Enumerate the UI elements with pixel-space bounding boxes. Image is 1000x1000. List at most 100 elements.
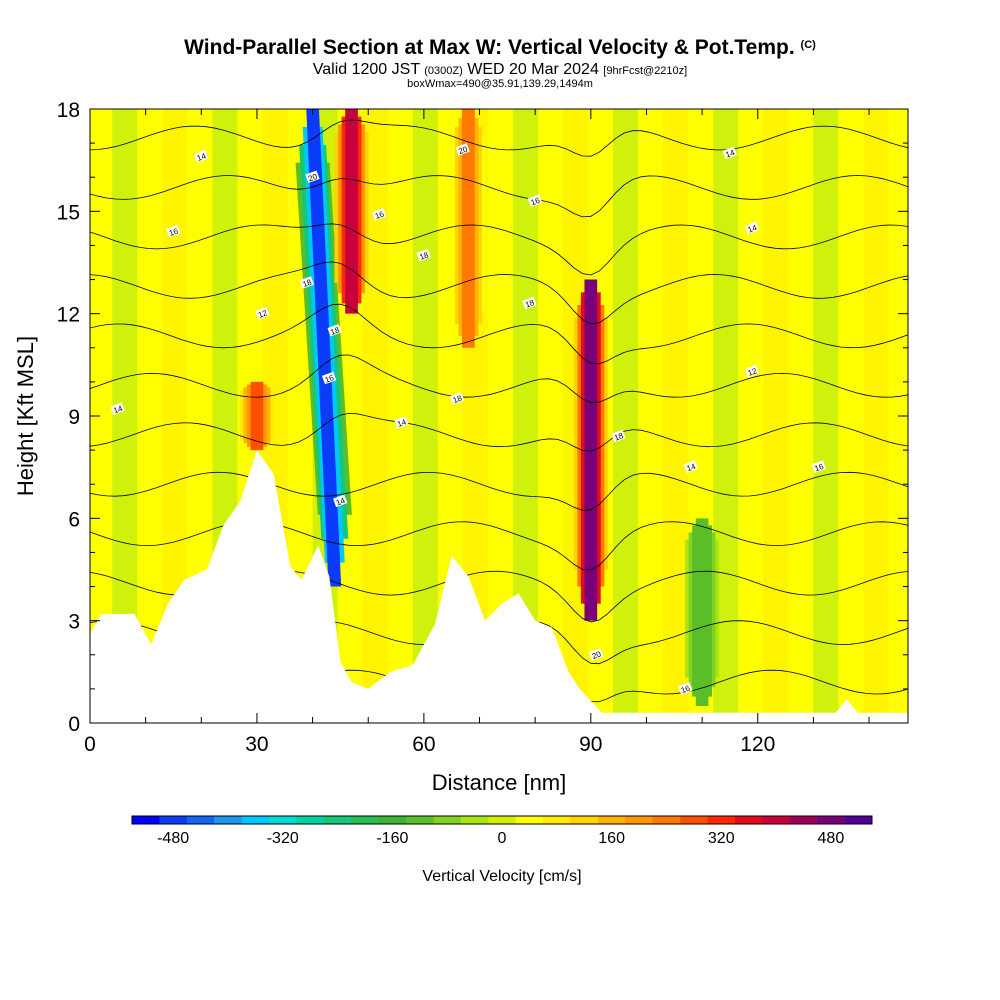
contour-label-bg xyxy=(678,682,693,695)
contour-label: 14 xyxy=(744,221,760,235)
axes: 0 30 60 90 120 0 3 6 9 12 15 18 Distance [nm] Height … xyxy=(13,99,909,795)
contour-label: 14 xyxy=(110,402,125,416)
chart-title-text: Wind-Parallel Section at Max W: Vertical… xyxy=(184,36,795,59)
subtitle-date: WED 20 Mar 2024 xyxy=(467,61,599,78)
field-band xyxy=(863,109,889,723)
contour-label-bg xyxy=(193,150,209,163)
contour-label-text: 14 xyxy=(112,404,124,416)
contour-label-text: 16 xyxy=(530,196,542,208)
contour-label-text: 20 xyxy=(457,144,469,156)
y-tick-label: 18 xyxy=(57,99,80,122)
contour-label-bg xyxy=(327,323,342,337)
contour-label: 12 xyxy=(744,364,760,378)
contour-label: 18 xyxy=(299,276,315,289)
contour-label-text: 14 xyxy=(196,151,208,163)
colorbar-cell xyxy=(597,816,626,824)
contour-label: 16 xyxy=(811,460,826,474)
field-band xyxy=(813,109,839,723)
theta-contour xyxy=(90,412,908,452)
contour-label-bg xyxy=(522,296,537,310)
contour-label: 16 xyxy=(678,682,693,695)
colorbar-cell xyxy=(214,816,242,824)
contour-label-bg xyxy=(589,648,604,661)
contour-label-text: 12 xyxy=(747,366,759,378)
colorbar-cell xyxy=(351,816,379,824)
contour-label-text: 14 xyxy=(747,223,759,235)
colorbar-tick-label: -480 xyxy=(157,830,189,847)
contour-label-bg xyxy=(683,460,698,473)
velocity-plume-2 xyxy=(345,109,358,314)
contour-label: 20 xyxy=(589,648,604,661)
terrain xyxy=(90,450,908,723)
velocity-plume-0 xyxy=(250,381,264,451)
contour-label: 20 xyxy=(455,143,470,156)
colorbar-cell xyxy=(460,816,489,824)
contour-label-text: 20 xyxy=(591,649,603,661)
contour-label-bg xyxy=(449,392,465,405)
colorbar-cell xyxy=(570,816,599,824)
contour-label: 16 xyxy=(321,371,337,385)
colorbar-tick-label: 480 xyxy=(818,830,845,847)
contour-label: 14 xyxy=(333,494,348,508)
contour-label-bg xyxy=(416,248,431,262)
colorbar-cell xyxy=(707,816,736,824)
contour-label: 14 xyxy=(722,146,737,160)
theta-contour xyxy=(90,175,908,218)
x-tick-label: 30 xyxy=(245,733,268,756)
field-band xyxy=(763,109,789,723)
contour-label: 18 xyxy=(611,429,626,443)
colorbar-cell xyxy=(159,816,188,824)
contour-label: 16 xyxy=(527,194,543,208)
colorbar-cell xyxy=(433,816,462,824)
x-tick-label: 120 xyxy=(740,733,775,756)
colorbar-tick-label: -160 xyxy=(376,830,408,847)
contour-label-bg xyxy=(255,306,270,320)
colorbar-tick-label: -320 xyxy=(267,830,299,847)
subtitle-forecast: [9hrFcst@2210z] xyxy=(603,65,688,77)
field-band xyxy=(663,109,689,723)
contour-label: 20 xyxy=(305,170,320,184)
contour-label-text: 18 xyxy=(329,325,341,337)
subtitle-utc-time: (0300Z) xyxy=(424,65,463,77)
colorbar-frame xyxy=(131,815,873,825)
contour-label-text: 16 xyxy=(813,462,825,474)
contour-label: 14 xyxy=(683,460,698,473)
colorbar-cell xyxy=(515,816,544,824)
colorbar: -480 -320 -160 0 160 320 480 Vertical Velocity … xyxy=(131,815,873,885)
chart-title: Wind-Parallel Section at Max W: Vertical… xyxy=(0,36,1000,60)
chart-subtitle-2: boxWmax=490@35.91,139.29,1494m xyxy=(407,78,593,90)
colorbar-cell xyxy=(323,816,352,824)
contour-label-bg xyxy=(527,194,543,207)
contour-label: 12 xyxy=(255,306,270,320)
colorbar-tick-label: 0 xyxy=(498,830,507,847)
contour-label-bg xyxy=(811,460,826,473)
colorbar-cell xyxy=(543,816,571,824)
colorbar-tick-label: 320 xyxy=(708,830,735,847)
velocity-plume-5 xyxy=(695,518,709,706)
contour-label-text: 14 xyxy=(396,417,408,429)
contour-label-text: 18 xyxy=(418,250,430,262)
colorbar-cell xyxy=(296,816,325,824)
colorbar-cell xyxy=(269,816,297,824)
x-tick-label: 0 xyxy=(84,733,96,756)
velocity-plume-1 xyxy=(306,109,342,587)
y-tick-label: 3 xyxy=(68,611,80,634)
y-tick-label: 12 xyxy=(57,304,80,327)
colorbar-cell xyxy=(817,816,845,824)
contour-label-bg xyxy=(372,207,387,221)
contour-label-bg xyxy=(333,494,348,508)
theta-contour xyxy=(90,119,908,157)
contour-label: 16 xyxy=(372,207,387,221)
contour-label-bg xyxy=(110,402,125,415)
contour-label-text: 18 xyxy=(301,277,313,289)
colorbar-label: Vertical Velocity [cm/s] xyxy=(422,868,581,885)
contour-label-text: 12 xyxy=(257,308,269,320)
colorbar-cell xyxy=(241,816,270,824)
colorbar-cell xyxy=(186,816,215,824)
contour-label-bg xyxy=(744,364,760,378)
chart-subtitle: Valid 1200 JST (0300Z) WED 20 Mar 2024 [… xyxy=(0,61,1000,79)
contour-label-text: 16 xyxy=(168,226,180,238)
contour-label: 18 xyxy=(416,248,431,262)
contour-label-text: 20 xyxy=(307,172,319,184)
